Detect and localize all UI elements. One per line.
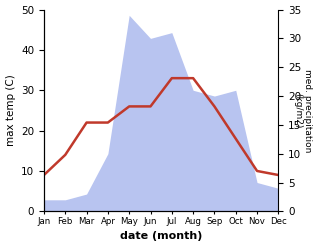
X-axis label: date (month): date (month): [120, 231, 202, 242]
Y-axis label: max temp (C): max temp (C): [5, 75, 16, 146]
Y-axis label: med. precipitation
(kg/m2): med. precipitation (kg/m2): [293, 69, 313, 152]
